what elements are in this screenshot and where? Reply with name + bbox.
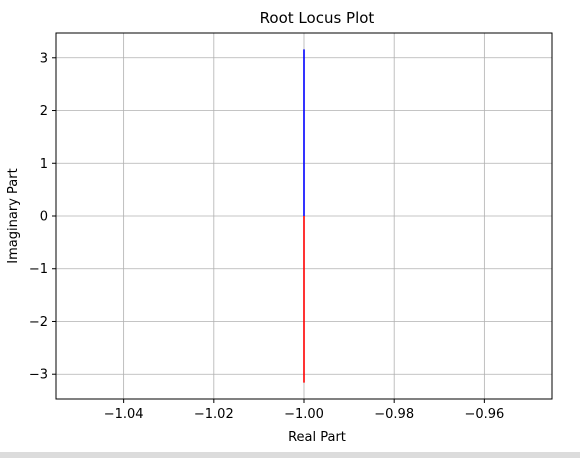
x-tick-label: −1.04 bbox=[104, 407, 144, 422]
x-tick-label: −0.96 bbox=[464, 407, 504, 422]
x-tick-label: −1.00 bbox=[284, 407, 324, 422]
x-ticks: −1.04 −1.02 −1.00 −0.98 −0.96 bbox=[104, 399, 504, 422]
x-axis-label: Real Part bbox=[288, 430, 346, 445]
chart-title: Root Locus Plot bbox=[260, 9, 375, 27]
y-tick-label: −1 bbox=[29, 262, 48, 277]
y-tick-label: 0 bbox=[40, 210, 48, 225]
y-ticks: −3 −2 −1 0 1 2 3 bbox=[29, 51, 56, 383]
x-tick-label: −0.98 bbox=[374, 407, 414, 422]
y-tick-label: 2 bbox=[40, 104, 48, 119]
y-tick-label: 1 bbox=[40, 157, 48, 172]
y-tick-label: −3 bbox=[29, 368, 48, 383]
x-tick-label: −1.02 bbox=[194, 407, 234, 422]
y-tick-label: 3 bbox=[40, 51, 48, 66]
y-tick-label: −2 bbox=[29, 315, 48, 330]
y-axis-label: Imaginary Part bbox=[6, 168, 21, 263]
